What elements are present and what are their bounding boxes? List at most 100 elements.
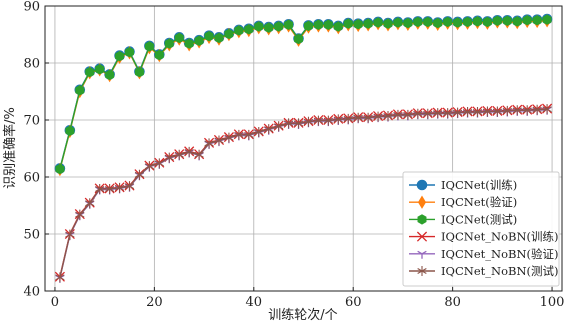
data-point <box>274 21 284 32</box>
data-point <box>373 17 383 28</box>
data-point <box>115 50 125 62</box>
data-point <box>164 152 174 163</box>
data-point <box>75 85 85 96</box>
legend-item: IQCNet_NoBN(验证) <box>409 247 558 261</box>
data-point <box>333 21 343 32</box>
data-point <box>482 106 493 117</box>
data-point <box>383 18 393 29</box>
legend-marker <box>417 250 427 259</box>
data-point <box>254 126 264 137</box>
data-point <box>443 16 453 28</box>
data-point <box>184 146 194 157</box>
data-point <box>124 181 135 192</box>
data-point <box>244 129 254 140</box>
data-point <box>502 105 512 116</box>
data-point <box>463 16 473 28</box>
x-tick-label: 40 <box>246 295 263 310</box>
legend-label: IQCNet(测试) <box>441 212 517 226</box>
data-point <box>55 163 65 175</box>
data-point <box>542 104 552 115</box>
data-point <box>234 129 244 140</box>
data-point <box>393 109 403 120</box>
data-point <box>134 66 144 78</box>
data-point <box>194 149 204 160</box>
series-group <box>54 13 553 283</box>
data-point <box>313 115 324 126</box>
x-tick-label: 80 <box>444 295 461 310</box>
data-point <box>184 38 194 49</box>
data-point <box>164 38 174 49</box>
data-point <box>283 118 294 129</box>
data-point <box>363 18 373 29</box>
data-point <box>423 16 433 28</box>
data-point <box>492 15 502 26</box>
plot-frame <box>44 5 563 292</box>
data-point <box>522 105 532 116</box>
data-point <box>85 198 95 209</box>
data-point <box>353 112 363 123</box>
y-tick-label: 90 <box>23 0 40 15</box>
data-point <box>453 17 463 28</box>
data-point <box>214 32 224 44</box>
data-point <box>532 15 542 26</box>
legend-marker <box>416 179 428 191</box>
legend-marker <box>416 231 428 242</box>
data-point <box>353 19 363 30</box>
data-point <box>174 32 184 44</box>
legend-label: IQCNet(验证) <box>441 195 517 209</box>
data-point <box>333 114 343 125</box>
legend-marker <box>417 214 427 225</box>
data-point <box>423 108 433 119</box>
data-point <box>452 107 463 118</box>
data-point <box>234 25 244 36</box>
legend-label: IQCNet_NoBN(验证) <box>441 247 558 261</box>
data-point <box>55 272 65 283</box>
legend-item: IQCNet(验证) <box>409 195 517 209</box>
x-axis-label: 训练轮次/个 <box>268 307 337 323</box>
data-point <box>403 109 413 120</box>
data-point <box>224 28 234 40</box>
data-point <box>125 46 134 58</box>
data-point <box>473 16 482 27</box>
data-point <box>154 158 164 169</box>
data-point <box>512 105 522 116</box>
data-point <box>383 111 393 122</box>
data-point <box>284 19 294 30</box>
data-point <box>204 138 214 149</box>
data-point <box>65 125 75 137</box>
data-point <box>244 24 254 35</box>
axis-ticks: 0 20 40 60 80 100 40 50 60 70 80 90 <box>23 0 564 310</box>
data-point <box>313 19 323 30</box>
data-point <box>134 169 145 180</box>
data-point <box>214 135 224 146</box>
data-point <box>343 18 353 29</box>
data-point <box>532 104 542 115</box>
legend-box <box>402 171 560 287</box>
data-point <box>472 107 483 118</box>
legend: IQCNet(训练) IQCNet(验证) IQCNet(测试) IQCNet_NoB… <box>402 171 560 287</box>
series-3 <box>55 14 552 175</box>
data-point <box>433 17 443 29</box>
data-point <box>303 116 314 127</box>
data-point <box>114 182 125 193</box>
data-point <box>433 108 443 119</box>
legend-label: IQCNet(训练) <box>441 178 517 192</box>
y-axis-label: 识别准确率/% <box>2 107 18 189</box>
data-point <box>75 209 85 220</box>
data-point <box>443 108 453 119</box>
data-point <box>85 66 95 78</box>
data-point <box>373 111 383 122</box>
data-point <box>204 31 214 42</box>
data-point <box>393 17 403 28</box>
data-point <box>174 149 184 160</box>
legend-item: IQCNet(训练) <box>409 178 517 192</box>
y-tick-label: 60 <box>23 171 40 186</box>
data-point <box>462 107 473 118</box>
data-point <box>363 112 373 123</box>
y-tick-label: 50 <box>23 228 40 243</box>
data-point <box>413 108 423 119</box>
data-point <box>105 183 115 194</box>
data-point <box>224 132 234 143</box>
